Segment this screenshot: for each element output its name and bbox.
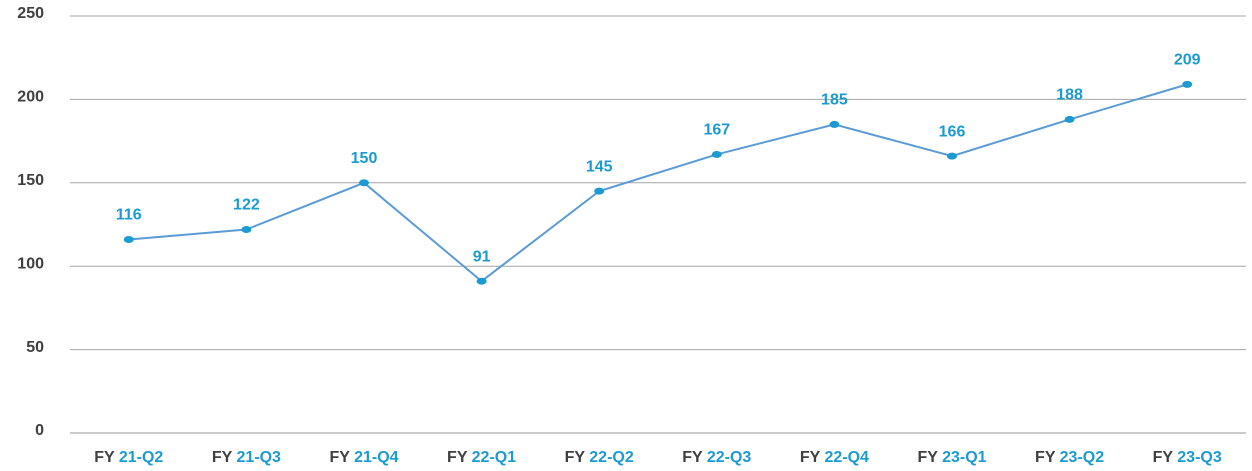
y-tick-label: 50 — [26, 339, 44, 356]
data-label: 209 — [1174, 52, 1201, 69]
data-label: 145 — [586, 158, 613, 175]
x-tick-label: FY 21-Q2 — [94, 449, 163, 466]
x-tick-label: FY 21-Q4 — [329, 449, 398, 466]
marker — [1064, 115, 1075, 123]
x-tick-label: FY 22-Q2 — [565, 449, 634, 466]
marker — [123, 236, 134, 244]
line — [128, 83, 1188, 283]
x-tick-label: FY 23-Q1 — [917, 449, 986, 466]
y-tick-label: 150 — [17, 172, 44, 189]
data-label: 188 — [1056, 87, 1083, 104]
y-tick-label: 200 — [17, 89, 44, 106]
data-label: 91 — [473, 248, 491, 265]
marker — [947, 152, 957, 160]
x-tick-label: FY 22-Q4 — [800, 449, 869, 466]
marker — [711, 150, 722, 158]
x-tick-label: FY 23-Q2 — [1035, 449, 1104, 466]
data-label: 150 — [351, 150, 378, 167]
y-tick-label: 0 — [35, 422, 44, 439]
y-tick-label: 250 — [17, 5, 44, 22]
x-tick-label: FY 21-Q3 — [212, 449, 281, 466]
x-tick-label: FY 23-Q3 — [1153, 449, 1222, 466]
y-tick-label: 100 — [17, 255, 44, 272]
marker — [476, 277, 487, 285]
marker — [594, 187, 605, 195]
data-label: 185 — [821, 92, 848, 109]
data-label: 122 — [233, 197, 260, 214]
x-tick-label: FY 22-Q3 — [682, 449, 751, 466]
marker — [829, 120, 840, 128]
data-label: 167 — [703, 122, 730, 139]
marker — [241, 226, 252, 234]
marker — [359, 179, 369, 187]
data-label: 166 — [939, 123, 966, 140]
data-label: 116 — [116, 207, 142, 224]
x-tick-label: FY 22-Q1 — [447, 449, 516, 466]
marker — [1182, 80, 1193, 88]
